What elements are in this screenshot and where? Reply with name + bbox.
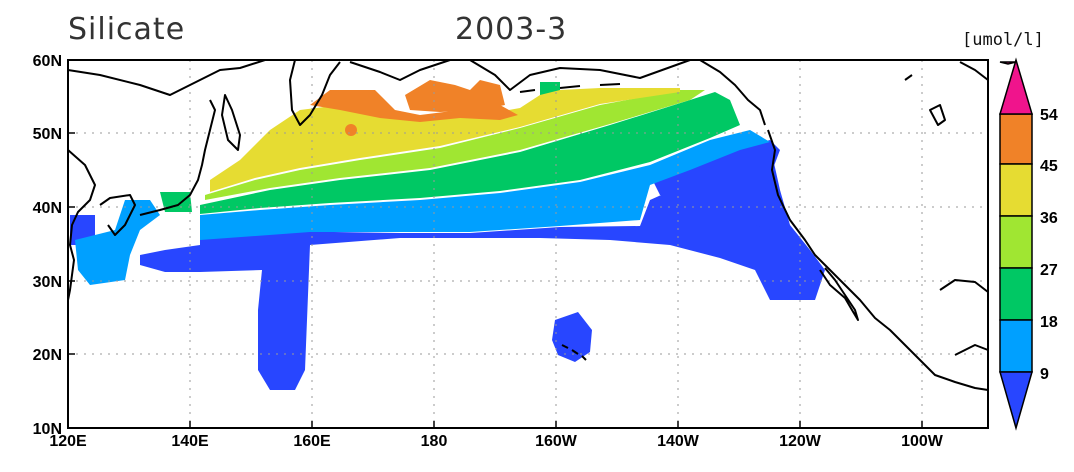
latitude-labels: 60N 50N 40N 30N 20N 10N [33, 53, 62, 438]
colorbar-tick-label: 45 [1040, 158, 1058, 175]
lat-tick-label: 40N [33, 200, 62, 217]
coast-aleutians [519, 83, 621, 93]
coast-na-west [767, 129, 989, 391]
field-japan-sea-blue [75, 200, 160, 285]
colorbar-swatch-45-54 [999, 113, 1033, 165]
field-hawaii-blue [552, 312, 592, 362]
coast-china-korea [99, 194, 136, 236]
date-title: 2003-3 [455, 12, 568, 47]
lon-tick-label: 100W [901, 433, 944, 450]
longitude-labels: 120E 140E 160E 180 160W 140W 120W 100W [49, 433, 943, 450]
lat-tick-label: 20N [33, 347, 62, 364]
coastlines [67, 59, 989, 391]
colorbar-swatch-gt54-shape [998, 57, 1034, 115]
lat-tick-label: 50N [33, 126, 62, 143]
field-band-18-27 [200, 92, 740, 214]
lat-tick-label: 60N [33, 53, 62, 70]
lon-tick-label: 180 [421, 433, 448, 450]
coast-manchuria [67, 59, 266, 96]
colorbar-unit-label: [umol/l] [962, 30, 1044, 50]
variable-title: Silicate [68, 12, 186, 47]
colorbar-swatch-9-18 [999, 319, 1033, 373]
coast-islands-ne [904, 61, 989, 126]
field-band-lt9-north [650, 140, 780, 230]
colorbar-tick-label: 18 [1040, 314, 1058, 331]
lon-tick-label: 160W [535, 433, 578, 450]
field-band-27-36 [205, 90, 705, 200]
colorbar-swatch-lt9 [999, 371, 1033, 431]
colorbar: 54 45 36 27 18 9 [998, 57, 1058, 431]
coast-siberia [349, 59, 451, 81]
colorbar-tick-label: 36 [1040, 210, 1058, 227]
lon-tick-label: 160E [293, 433, 331, 450]
field-okhotsk-orange [405, 80, 505, 112]
coast-japan [139, 99, 216, 216]
coast-hawaii [561, 344, 587, 361]
field-orange-spot [345, 124, 357, 136]
colorbar-tick-label: 54 [1040, 107, 1058, 124]
coast-baja [819, 267, 859, 321]
lat-tick-label: 30N [33, 274, 62, 291]
field-band-9-18 [200, 130, 770, 240]
map-frame [67, 59, 989, 429]
silicate-field [70, 80, 825, 390]
lon-tick-label: 120E [49, 433, 87, 450]
colorbar-swatch-gt54 [999, 61, 1017, 65]
axis-tick-marks [67, 59, 923, 429]
coast-sakhalin [221, 94, 241, 151]
colorbar-tick-label: 9 [1040, 366, 1049, 383]
field-band-36-45 [210, 88, 680, 192]
lon-tick-label: 120W [779, 433, 822, 450]
coast-caribbean [939, 279, 989, 356]
colorbar-swatch-18-27 [999, 267, 1033, 321]
coast-asia [67, 149, 96, 301]
lon-tick-label: 140E [171, 433, 209, 450]
lat-tick-label: 10N [33, 421, 62, 438]
field-band-45-54 [310, 90, 518, 122]
coast-bering-alaska [469, 59, 691, 91]
field-band-lt9 [140, 145, 825, 390]
coast-gulf-alaska [699, 59, 766, 126]
colorbar-swatch-27-36 [999, 215, 1033, 269]
map-grid [68, 60, 988, 428]
lon-tick-label: 140W [657, 433, 700, 450]
coast-kamchatka [289, 59, 341, 126]
colorbar-swatch-36-45 [999, 163, 1033, 217]
colorbar-tick-label: 27 [1040, 262, 1058, 279]
